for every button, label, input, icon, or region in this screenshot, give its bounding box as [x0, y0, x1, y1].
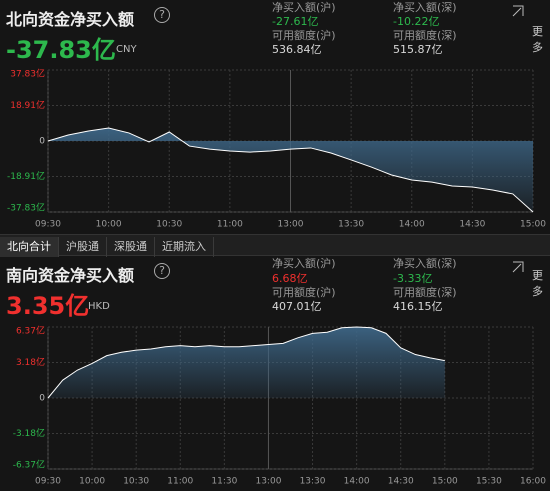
stat-value: 416.15亿 [393, 300, 443, 313]
stat-value: -3.33亿 [393, 272, 433, 285]
x-tick-label: 11:30 [211, 477, 237, 487]
tab[interactable]: 北向合计 [0, 237, 59, 257]
y-tick-label: -3.18亿 [13, 427, 45, 439]
expand-icon[interactable] [511, 260, 525, 274]
x-tick-label: 13:00 [255, 477, 281, 487]
more-button[interactable]: 更多 [532, 25, 543, 54]
y-tick-label: 18.91亿 [10, 99, 45, 111]
help-icon[interactable]: ? [154, 7, 170, 23]
stat-value: 515.87亿 [393, 43, 443, 56]
y-tick-label: 0 [39, 394, 45, 404]
currency: CNY [116, 44, 137, 55]
x-tick-label: 15:00 [520, 220, 546, 230]
tab-bar: 北向合计 沪股通 深股通 近期流入 [0, 234, 550, 257]
stat-label: 净买入额(深) [393, 1, 457, 14]
x-tick-label: 10:30 [123, 477, 149, 487]
x-tick-label: 10:00 [79, 477, 105, 487]
x-tick-label: 10:30 [156, 220, 182, 230]
x-tick-label: 11:00 [167, 477, 193, 487]
y-tick-label: 3.18亿 [16, 356, 45, 368]
x-tick-label: 15:00 [432, 477, 458, 487]
stat-value: -10.22亿 [393, 15, 440, 28]
headline-value: 3.35亿 [6, 292, 90, 320]
y-tick-label: 0 [39, 137, 45, 147]
stat-value: 407.01亿 [272, 300, 322, 313]
stat-label: 可用额度(沪) [272, 286, 336, 299]
x-tick-label: 14:30 [388, 477, 414, 487]
stat-label: 净买入额(深) [393, 257, 457, 270]
x-tick-label: 14:00 [344, 477, 370, 487]
tab[interactable]: 近期流入 [155, 237, 214, 257]
line [47, 326, 445, 399]
expand-icon[interactable] [511, 4, 525, 18]
x-tick-label: 09:30 [35, 477, 61, 487]
x-tick-label: 16:00 [520, 477, 546, 487]
x-tick-label: 11:00 [217, 220, 243, 230]
chart: 37.83亿 18.91亿 0 -18.91亿 -37.83亿 09:30 10:00 10:… [7, 68, 546, 230]
stat-value: 6.68亿 [272, 272, 308, 285]
area [48, 327, 445, 398]
y-tick-label: -6.37亿 [13, 459, 45, 471]
tab[interactable]: 沪股通 [59, 237, 107, 257]
stat-label: 可用额度(深) [393, 286, 457, 299]
x-tick-label: 10:00 [96, 220, 122, 230]
stat-label: 净买入额(沪) [272, 1, 336, 14]
panel-title: 北向资金净买入额 [6, 10, 135, 29]
x-tick-label: 13:30 [338, 220, 364, 230]
chart: 6.37亿 3.18亿 0 -3.18亿 -6.37亿 09:30 10:00 10:30 11… [13, 325, 547, 487]
tab[interactable]: 深股通 [107, 237, 155, 257]
help-icon[interactable]: ? [154, 263, 170, 279]
headline-value: -37.83亿 [6, 36, 116, 64]
x-tick-label: 09:30 [35, 220, 61, 230]
stat-value: 536.84亿 [272, 43, 322, 56]
x-tick-label: 13:30 [300, 477, 326, 487]
stat-label: 可用额度(沪) [272, 29, 336, 42]
more-button[interactable]: 更多 [532, 269, 543, 298]
y-tick-label: 6.37亿 [16, 325, 45, 337]
x-tick-label: 14:00 [399, 220, 425, 230]
stat-value: -27.61亿 [272, 15, 319, 28]
currency: HKD [88, 301, 110, 312]
y-tick-label: 37.83亿 [10, 68, 45, 80]
area [48, 128, 533, 212]
stat-label: 可用额度(深) [393, 29, 457, 42]
x-tick-label: 14:30 [459, 220, 485, 230]
y-tick-label: -37.83亿 [7, 202, 45, 214]
panel-title: 南向资金净买入额 [6, 266, 135, 285]
y-tick-label: -18.91亿 [7, 170, 45, 182]
line [47, 127, 534, 213]
x-tick-label: 15:30 [476, 477, 502, 487]
stat-label: 净买入额(沪) [272, 257, 336, 270]
x-tick-label: 13:00 [278, 220, 304, 230]
